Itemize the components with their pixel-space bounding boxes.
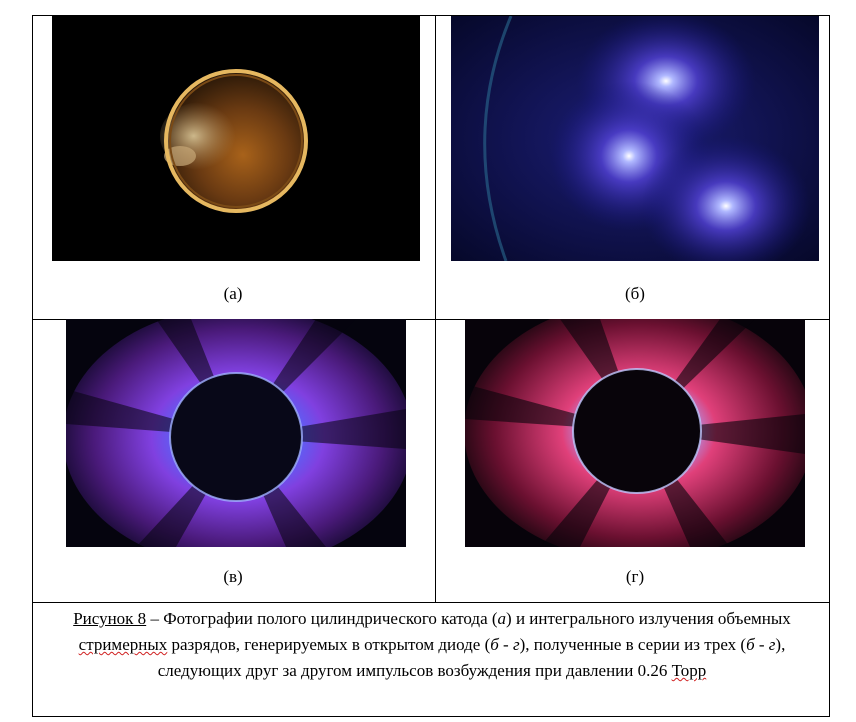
panel-label-a: (а): [223, 284, 243, 303]
caption-spellcheck-word-1: стримерных: [78, 635, 168, 654]
caption-text-2: ) и интегрального излучения объемных: [506, 609, 791, 628]
panel-label-b: (б): [625, 284, 645, 303]
caption-text-5: ), следующих друг за другом импульсов во…: [157, 635, 786, 680]
caption-text-1: – Фотографии полого цилиндрического като…: [146, 609, 498, 628]
photo-discharge-pulse-1: [451, 16, 819, 261]
caption-italic-bg-1: б - г: [490, 635, 520, 654]
caption-italic-a: а: [497, 609, 507, 628]
caption-divider: [33, 602, 829, 603]
column-divider: [435, 16, 436, 602]
row-divider: [33, 319, 829, 320]
figure-table: (а) (б) (в) (г) Рисунок 8 – Фотографии п…: [32, 15, 830, 717]
photo-hollow-cathode: [52, 16, 420, 261]
caption-spellcheck-word-2: Торр: [671, 661, 707, 680]
panel-label-g: (г): [625, 567, 645, 586]
photo-discharge-pulse-3: [465, 319, 805, 547]
photo-discharge-pulse-2: [66, 319, 406, 547]
panel-label-v: (в): [223, 567, 243, 586]
caption-text-3: разрядов, генерируемых в открытом диоде …: [167, 635, 491, 654]
caption-text-4: ), полученные в серии из трех (: [519, 635, 747, 654]
caption-figure-ref: Рисунок 8: [73, 609, 147, 628]
figure-caption: Рисунок 8 – Фотографии полого цилиндриче…: [39, 606, 825, 684]
caption-italic-bg-2: б - г: [746, 635, 776, 654]
